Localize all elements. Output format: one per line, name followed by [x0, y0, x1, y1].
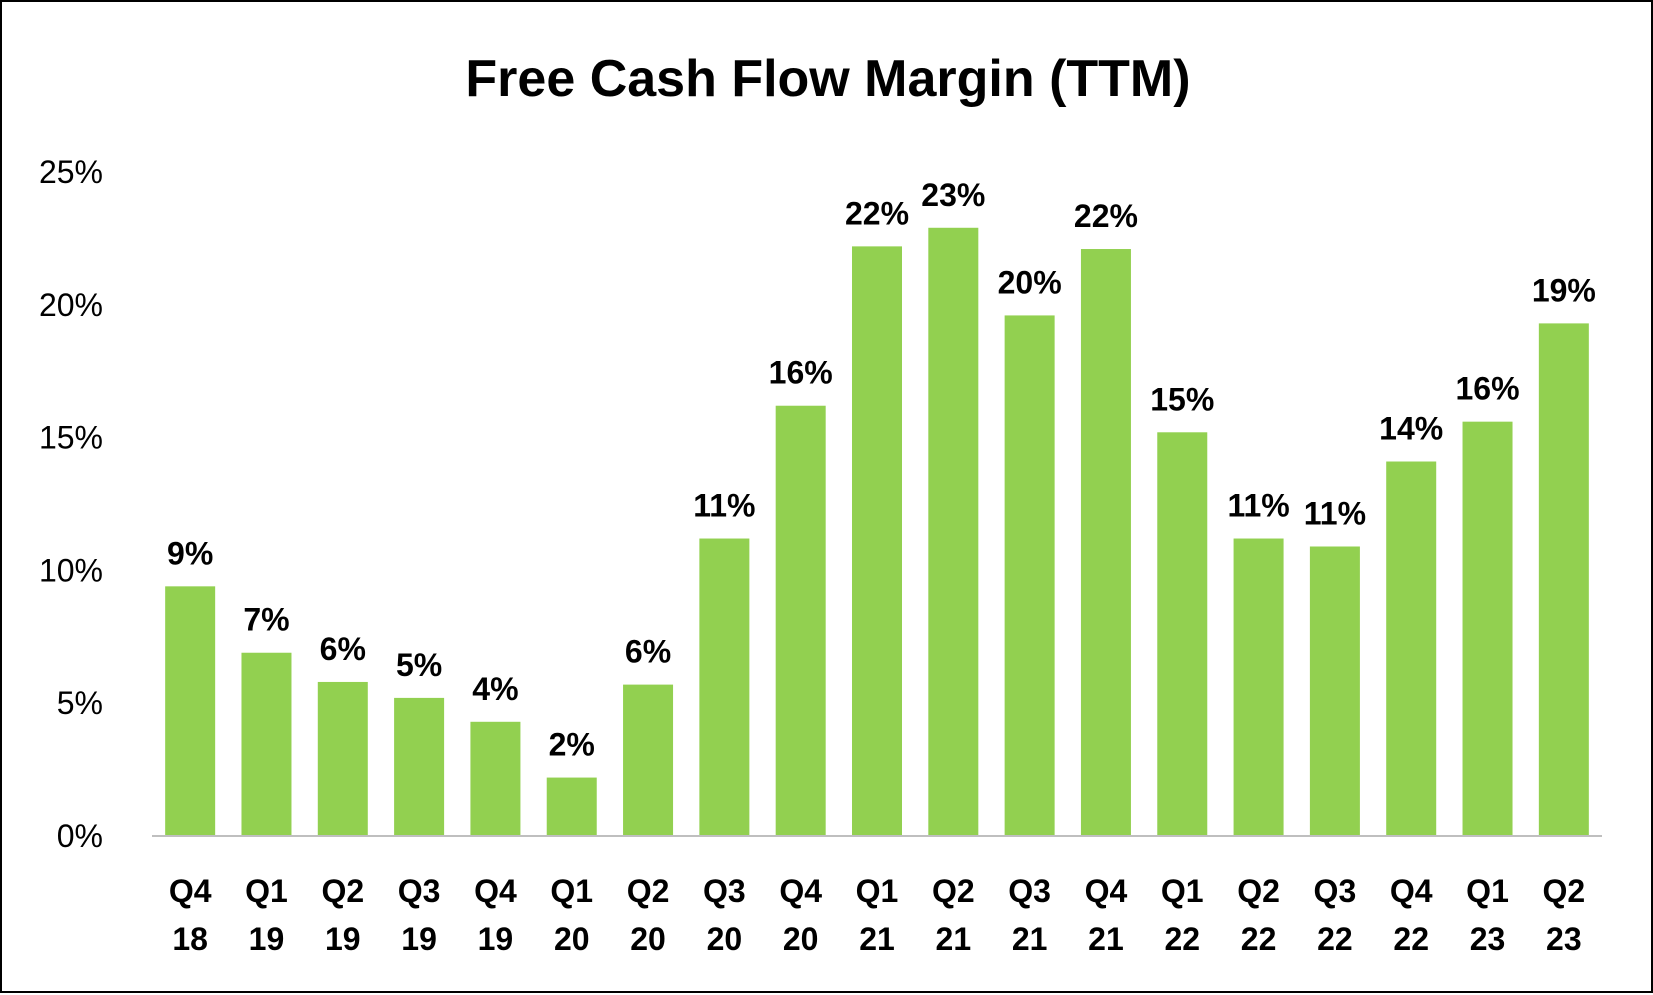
bar: [394, 697, 445, 836]
x-tick-label: Q4: [779, 873, 822, 909]
data-label: 9%: [167, 535, 213, 571]
x-tick-label: 18: [172, 921, 208, 957]
y-axis: 0% 5% 10% 15% 20% 25%: [39, 154, 103, 854]
y-tick-label: 25%: [39, 154, 103, 190]
x-tick-label: 21: [936, 921, 972, 957]
x-tick-label: 22: [1241, 921, 1277, 957]
bar: [1538, 323, 1589, 837]
bar: [699, 538, 750, 836]
data-label: 22%: [1074, 198, 1138, 234]
x-tick-label: Q2: [1237, 873, 1280, 909]
x-tick-label: 23: [1470, 921, 1506, 957]
x-tick-label: 19: [249, 921, 285, 957]
bar: [317, 681, 368, 836]
y-tick-label: 5%: [57, 685, 103, 721]
x-tick-label: Q4: [1085, 873, 1128, 909]
x-tick-label: 22: [1164, 921, 1200, 957]
x-tick-label: Q3: [398, 873, 441, 909]
y-tick-label: 15%: [39, 420, 103, 456]
data-label: 4%: [472, 671, 518, 707]
x-tick-label: 20: [554, 921, 590, 957]
data-label: 14%: [1379, 411, 1443, 447]
x-tick-label: 20: [630, 921, 666, 957]
x-tick-label: 22: [1393, 921, 1429, 957]
data-label: 6%: [625, 634, 671, 670]
bar: [1157, 432, 1208, 836]
y-tick-label: 10%: [39, 552, 103, 588]
data-label: 11%: [1304, 495, 1366, 531]
x-tick-label: Q3: [1008, 873, 1051, 909]
x-tick-label: Q2: [627, 873, 670, 909]
y-tick-label: 0%: [57, 818, 103, 854]
x-tick-label: 21: [1088, 921, 1124, 957]
bar: [1386, 461, 1437, 836]
data-label: 16%: [1456, 371, 1520, 407]
x-tick-label: 19: [325, 921, 361, 957]
x-tick-label: Q1: [245, 873, 288, 909]
x-tick-label: 22: [1317, 921, 1353, 957]
data-label: 23%: [921, 177, 985, 213]
x-tick-label: Q3: [1314, 873, 1357, 909]
data-label: 5%: [396, 647, 442, 683]
data-label: 22%: [845, 195, 909, 231]
bars: [165, 227, 1589, 837]
x-tick-label: Q2: [1542, 873, 1585, 909]
x-tick-label: Q1: [856, 873, 899, 909]
x-tick-label: Q3: [703, 873, 746, 909]
data-label: 11%: [1227, 488, 1289, 524]
data-label: 11%: [693, 488, 755, 524]
data-label: 16%: [769, 355, 833, 391]
y-tick-label: 20%: [39, 287, 103, 323]
x-tick-label: Q1: [1466, 873, 1509, 909]
chart-title: Free Cash Flow Margin (TTM): [465, 50, 1190, 108]
data-label: 6%: [320, 631, 366, 667]
x-tick-label: Q4: [474, 873, 517, 909]
data-label: 7%: [243, 602, 289, 638]
x-tick-label: 21: [1012, 921, 1048, 957]
bar: [623, 684, 674, 836]
x-axis: Q4 18 Q1 19 Q2 19 Q3 19 Q4 19 Q1 20 Q2 20 Q3 20 Q4 20 Q1 21…: [152, 835, 1602, 957]
bar: [1462, 421, 1513, 836]
x-tick-label: 20: [783, 921, 819, 957]
bar: [546, 777, 597, 836]
bar: [1233, 538, 1284, 836]
x-tick-label: 21: [859, 921, 895, 957]
bar: [852, 246, 902, 837]
x-tick-label: Q4: [169, 873, 212, 909]
bar: [775, 405, 826, 836]
x-tick-label: 23: [1546, 921, 1582, 957]
data-label: 15%: [1150, 381, 1214, 417]
x-tick-label: Q1: [1161, 873, 1204, 909]
bar: [241, 652, 292, 836]
bar: [1004, 315, 1055, 836]
data-labels: 9% 7% 6% 5% 4% 2% 6% 11% 16% 22% 23% 20% 22% 15% 11% 11…: [167, 177, 1596, 763]
x-tick-label: 20: [707, 921, 743, 957]
data-label: 20%: [998, 264, 1062, 300]
x-tick-label: Q4: [1390, 873, 1433, 909]
bar: [470, 721, 521, 836]
x-tick-label: 19: [401, 921, 437, 957]
bar: [928, 227, 979, 836]
x-tick-label: Q1: [550, 873, 593, 909]
bar: [1309, 546, 1360, 836]
data-label: 2%: [549, 727, 595, 763]
x-tick-label: Q2: [932, 873, 975, 909]
bar: [165, 586, 216, 836]
x-tick-label: Q2: [321, 873, 364, 909]
x-tick-label: 19: [478, 921, 514, 957]
data-label: 19%: [1532, 272, 1596, 308]
bar: [1080, 249, 1131, 837]
